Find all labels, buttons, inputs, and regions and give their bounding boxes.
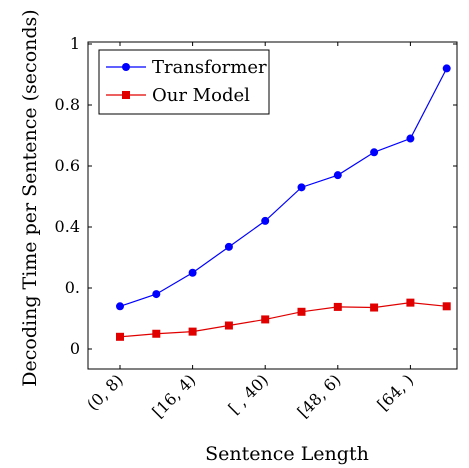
legend-marker-transformer <box>122 63 130 71</box>
x-axis-label: Sentence Length <box>205 443 369 465</box>
x-tick-label: [64, ) <box>373 370 417 414</box>
x-tick-label: [ , 40) <box>225 370 272 417</box>
y-tick-label: 0 <box>70 339 80 358</box>
data-point-1 <box>370 303 379 312</box>
y-axis-label: Decoding Time per Sentence (seconds) <box>19 9 41 386</box>
data-point-1 <box>224 321 233 330</box>
data-point-0 <box>370 148 379 157</box>
legend-label-transformer: Transformer <box>152 57 267 78</box>
data-point-1 <box>297 307 306 316</box>
y-tick-label: 0. <box>65 278 80 297</box>
legend-label-our-model: Our Model <box>152 85 250 106</box>
data-point-0 <box>152 290 161 299</box>
data-point-1 <box>442 302 451 311</box>
x-tick-label: [16, 4) <box>148 370 199 421</box>
y-axis-ticks: 0 0. 0.4 0.6 0.8 1 <box>55 34 457 358</box>
data-point-0 <box>116 302 124 311</box>
data-point-0 <box>224 242 233 251</box>
series-line-0 <box>119 68 448 307</box>
plot-frame <box>87 41 458 370</box>
y-tick-label: 0.8 <box>55 95 80 114</box>
y-tick-label: 0.6 <box>55 156 80 175</box>
data-point-0 <box>261 216 270 225</box>
data-point-1 <box>333 302 342 311</box>
data-point-1 <box>261 315 270 324</box>
legend-box <box>98 49 270 115</box>
data-point-0 <box>188 268 197 277</box>
x-tick-label: (0, 8) <box>83 370 127 414</box>
y-tick-label: 1 <box>70 34 80 53</box>
data-point-0 <box>406 134 415 143</box>
x-tick-label: [48, 6) <box>294 370 345 421</box>
legend: Transformer Our Model <box>98 49 270 115</box>
data-point-0 <box>442 64 451 73</box>
series-layer <box>116 64 451 341</box>
y-tick-label: 0.4 <box>55 217 80 236</box>
data-point-1 <box>406 298 415 307</box>
legend-marker-our-model <box>122 91 130 99</box>
data-point-0 <box>297 183 306 192</box>
data-point-1 <box>152 329 161 338</box>
data-point-1 <box>116 332 124 341</box>
data-point-1 <box>188 327 197 336</box>
series-line-1 <box>119 302 447 338</box>
data-point-0 <box>333 171 342 180</box>
